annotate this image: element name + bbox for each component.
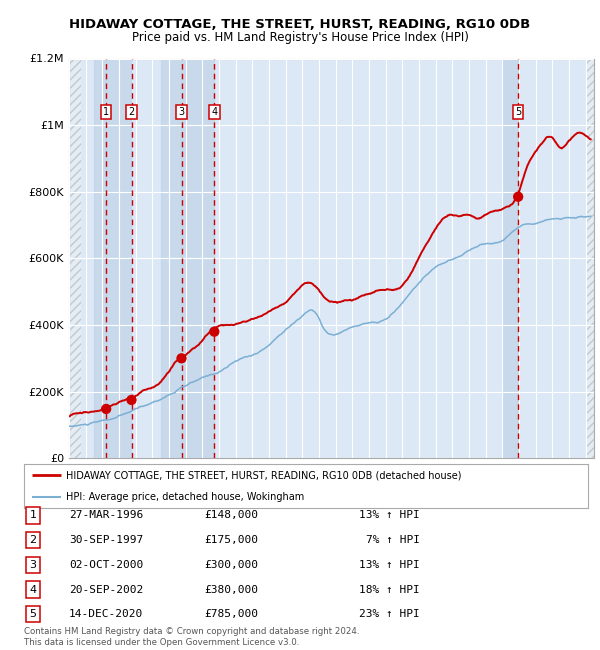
Text: 4: 4 [211, 107, 217, 117]
Point [127, 395, 136, 405]
Point [209, 326, 219, 337]
Text: 1: 1 [103, 107, 109, 117]
Text: 3: 3 [178, 107, 185, 117]
Bar [161, 58, 181, 458]
Text: 27-MAR-1996: 27-MAR-1996 [69, 510, 143, 521]
Text: This data is licensed under the Open Government Licence v3.0.: This data is licensed under the Open Gov… [24, 638, 299, 647]
Bar [502, 58, 518, 458]
Text: 2: 2 [128, 107, 134, 117]
Text: 18% ↑ HPI: 18% ↑ HPI [359, 584, 420, 595]
Text: 14-DEC-2020: 14-DEC-2020 [69, 609, 143, 619]
Text: £148,000: £148,000 [204, 510, 258, 521]
Text: £785,000: £785,000 [204, 609, 258, 619]
Bar [69, 58, 80, 458]
Text: 2: 2 [29, 535, 37, 545]
Bar [182, 58, 214, 458]
Bar [586, 58, 594, 458]
Bar [94, 58, 106, 458]
Text: £300,000: £300,000 [204, 560, 258, 570]
Text: 20-SEP-2002: 20-SEP-2002 [69, 584, 143, 595]
Text: £175,000: £175,000 [204, 535, 258, 545]
Bar [69, 58, 80, 458]
Text: HPI: Average price, detached house, Wokingham: HPI: Average price, detached house, Woki… [66, 492, 305, 502]
Text: 4: 4 [29, 584, 37, 595]
Text: 02-OCT-2000: 02-OCT-2000 [69, 560, 143, 570]
Text: HIDAWAY COTTAGE, THE STREET, HURST, READING, RG10 0DB: HIDAWAY COTTAGE, THE STREET, HURST, READ… [70, 18, 530, 31]
Text: 30-SEP-1997: 30-SEP-1997 [69, 535, 143, 545]
Point [101, 404, 111, 414]
Bar [106, 58, 131, 458]
Text: 1: 1 [29, 510, 37, 521]
Point [177, 353, 187, 363]
Text: 13% ↑ HPI: 13% ↑ HPI [359, 560, 420, 570]
Point [514, 192, 523, 202]
Text: HIDAWAY COTTAGE, THE STREET, HURST, READING, RG10 0DB (detached house): HIDAWAY COTTAGE, THE STREET, HURST, READ… [66, 470, 462, 480]
Text: 23% ↑ HPI: 23% ↑ HPI [359, 609, 420, 619]
Text: 7% ↑ HPI: 7% ↑ HPI [366, 535, 420, 545]
Text: 5: 5 [29, 609, 37, 619]
Text: 3: 3 [29, 560, 37, 570]
Text: Contains HM Land Registry data © Crown copyright and database right 2024.: Contains HM Land Registry data © Crown c… [24, 627, 359, 636]
Text: 13% ↑ HPI: 13% ↑ HPI [359, 510, 420, 521]
Text: 5: 5 [515, 107, 521, 117]
Text: Price paid vs. HM Land Registry's House Price Index (HPI): Price paid vs. HM Land Registry's House … [131, 31, 469, 44]
Bar [586, 58, 594, 458]
Text: £380,000: £380,000 [204, 584, 258, 595]
